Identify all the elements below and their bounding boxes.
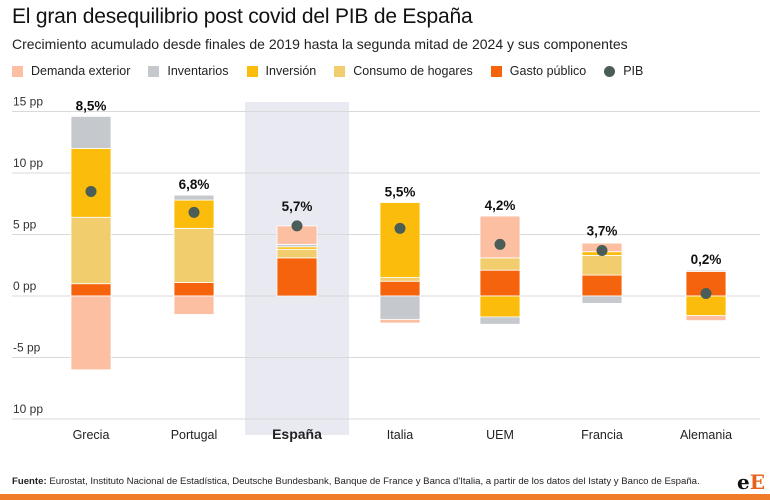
legend-swatch	[246, 65, 258, 77]
bar-segment-consumo_hogares	[379, 277, 421, 282]
stacked-bar-chart: 15 pp 10 pp 5 pp 0 pp -5 pp 10 pp 8,5% Grecia 6,…	[12, 95, 760, 442]
bar-segment-consumo_hogares	[581, 255, 623, 276]
pib-data-label: 3,7%	[587, 223, 618, 238]
source-note: Fuente: Eurostat, Instituto Nacional de …	[12, 476, 700, 487]
bar-segment-gasto_publico	[379, 280, 421, 297]
bar-segment-gasto_publico	[581, 274, 623, 297]
bar-segment-inventarios	[70, 116, 112, 149]
legend-label: Gasto público	[509, 64, 587, 78]
x-category-label: Alemania	[680, 428, 732, 442]
bar-segment-inversion	[479, 295, 521, 318]
bar-segment-gasto_publico	[70, 283, 112, 297]
legend-item-consumo-hogares: Consumo de hogares	[334, 64, 473, 78]
bar-segment-inventarios	[379, 295, 421, 320]
legend-swatch	[334, 65, 346, 77]
pib-dot	[394, 222, 406, 234]
legend-label: Inventarios	[167, 64, 229, 78]
legend-item-pib: PIB	[604, 64, 643, 78]
legend-item-inventarios: Inventarios	[148, 64, 229, 78]
y-tick-label: 5 pp	[13, 218, 37, 232]
source-label: Fuente:	[12, 476, 47, 487]
bar-segment-inventarios	[685, 269, 727, 272]
bar-segment-consumo_hogares	[173, 227, 215, 283]
pib-data-label: 6,8%	[179, 177, 210, 192]
footer-accent-bar	[0, 494, 770, 500]
legend-swatch	[12, 65, 23, 77]
bar-segment-gasto_publico	[173, 282, 215, 297]
y-tick-label: -5 pp	[13, 341, 41, 355]
legend-label: Inversión	[265, 64, 317, 78]
legend-label: PIB	[623, 64, 644, 78]
legend-swatch	[148, 65, 160, 77]
bar-segment-gasto_publico	[276, 257, 318, 297]
chart-subtitle: Crecimiento acumulado desde finales de 2…	[12, 36, 628, 52]
bar-segment-consumo_hogares	[276, 248, 318, 259]
x-category-label: UEM	[486, 428, 514, 442]
bar-segment-demanda_exterior	[173, 295, 215, 315]
pib-dot	[494, 238, 506, 250]
bar-segment-consumo_hogares	[479, 257, 521, 271]
legend-label: Consumo de hogares	[353, 64, 473, 78]
x-category-label: Francia	[581, 428, 623, 442]
y-tick-label: 10 pp	[13, 156, 43, 170]
pib-dot	[188, 206, 200, 218]
bar-segment-demanda_exterior	[479, 215, 521, 259]
legend-label: Demanda exterior	[31, 64, 131, 78]
source-text: Eurostat, Instituto Nacional de Estadíst…	[49, 476, 700, 487]
bar-segment-inversion	[379, 202, 421, 278]
pib-dot	[85, 185, 97, 197]
pib-dot	[596, 244, 608, 256]
legend-swatch	[490, 65, 502, 77]
bar-segment-demanda_exterior	[379, 318, 421, 324]
y-tick-label: 0 pp	[13, 279, 37, 293]
pib-data-label: 5,7%	[282, 199, 313, 214]
bar-segment-demanda_exterior	[685, 315, 727, 321]
legend-item-gasto-publico: Gasto público	[490, 64, 587, 78]
pib-dot	[700, 288, 712, 300]
pib-data-label: 4,2%	[485, 198, 516, 213]
legend-swatch-dot	[604, 65, 616, 77]
legend: Demanda exterior Inventarios Inversión C…	[12, 63, 661, 79]
bar-segment-demanda_exterior	[70, 295, 112, 371]
x-category-label: Portugal	[171, 428, 218, 442]
bar-segment-inventarios	[479, 316, 521, 325]
y-tick-label: 10 pp	[13, 402, 43, 416]
x-category-label: Grecia	[73, 428, 110, 442]
bar-segment-gasto_publico	[479, 269, 521, 297]
x-category-label: España	[272, 426, 322, 442]
bar-segment-inventarios	[173, 194, 215, 201]
chart-title: El gran desequilibrio post covid del PIB…	[12, 5, 473, 28]
bar-segment-inversion	[70, 148, 112, 218]
y-tick-label: 15 pp	[13, 95, 43, 109]
bar-segment-inventarios	[581, 295, 623, 304]
legend-item-inversion: Inversión	[246, 64, 317, 78]
bar-segment-consumo_hogares	[70, 216, 112, 285]
brand-logo: eE	[737, 470, 765, 494]
legend-item-demanda-exterior: Demanda exterior	[12, 64, 130, 78]
pib-data-label: 8,5%	[76, 98, 107, 113]
x-category-label: Italia	[387, 428, 413, 442]
pib-data-label: 0,2%	[691, 252, 722, 267]
pib-dot	[291, 220, 303, 232]
pib-data-label: 5,5%	[385, 185, 416, 200]
